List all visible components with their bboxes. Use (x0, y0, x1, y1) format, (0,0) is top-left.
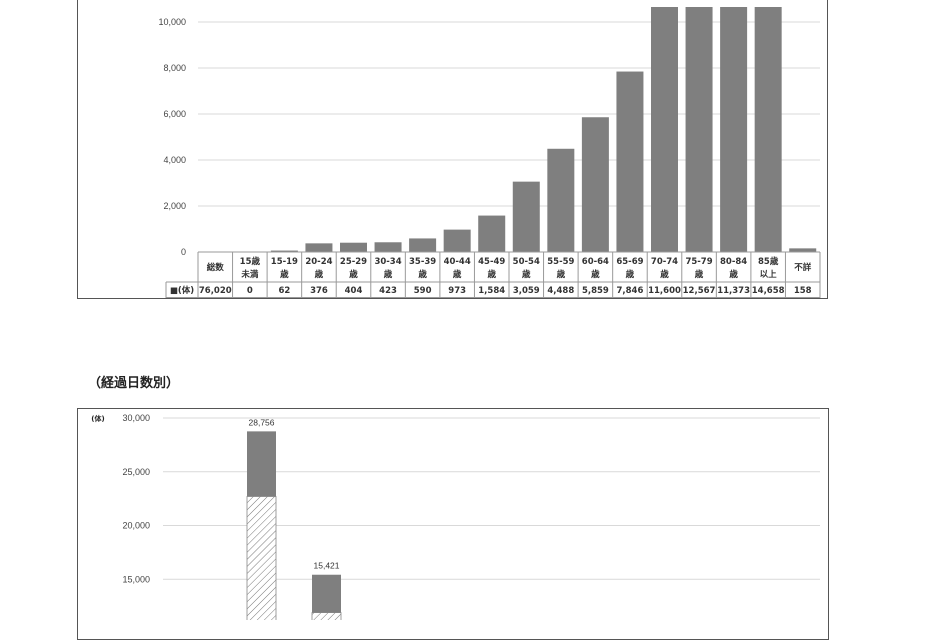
category-label: 70-74 (651, 257, 678, 267)
table-value: 1,584 (478, 286, 505, 296)
category-label: 歳 (383, 269, 393, 280)
age-bar-chart: 0 2,000 4,000 6,000 8,000 10,000 ■(体) 総数 76,020 1… (158, 7, 821, 298)
table-value: 158 (794, 286, 812, 296)
category-label: 以上 (760, 269, 778, 280)
y-tick-label: 15,000 (122, 574, 150, 584)
category-label: 歳 (659, 269, 669, 280)
table-value: 590 (414, 286, 432, 296)
y-tick-label: 30,000 (122, 413, 150, 423)
category-label: 歳 (348, 269, 358, 280)
table-value: 76,020 (199, 286, 232, 296)
category-label: 歳 (279, 269, 289, 280)
table-series-label: ■(体) (170, 285, 194, 296)
category-label: 歳 (625, 269, 635, 280)
bar (409, 238, 437, 252)
category-label: 65-69 (616, 257, 643, 267)
elapsed-days-bar-chart: (体) 15,000 20,000 25,000 30,000 28,756 15,421 (91, 413, 820, 620)
table-value: 14,658 (752, 286, 785, 296)
bar (754, 7, 782, 252)
category-label: 歳 (556, 269, 566, 280)
category-label: 歳 (521, 269, 531, 280)
table-value: 404 (345, 286, 363, 296)
y-tick-label: 25,000 (122, 467, 150, 477)
category-label: 未満 (240, 269, 259, 280)
category-label: 歳 (314, 269, 324, 280)
table-value: 376 (310, 286, 328, 296)
category-label: 45-49 (478, 257, 505, 267)
bar-segment-solid (312, 574, 341, 613)
table-value: 11,600 (648, 286, 681, 296)
bar (789, 248, 817, 252)
bar (616, 71, 644, 253)
bar-total-label: 15,421 (314, 561, 340, 571)
table-value: 0 (247, 286, 253, 296)
category-label: 80-84 (720, 257, 747, 267)
bar (651, 7, 678, 252)
section-title-elapsed-days: （経過日数別） (88, 376, 180, 391)
bar (478, 215, 506, 252)
bar (443, 229, 471, 252)
bar (685, 7, 713, 252)
y-tick-label: 4,000 (163, 155, 186, 165)
bar (270, 250, 298, 252)
category-label: 85歳 (758, 256, 779, 267)
category-label: 30-34 (374, 257, 401, 267)
table-value: 11,373 (717, 286, 750, 296)
category-label: 20-24 (305, 257, 332, 267)
category-label: 15-19 (271, 257, 298, 267)
category-label: 25-29 (340, 257, 367, 267)
table-value: 423 (379, 286, 397, 296)
category-label: 歳 (694, 269, 704, 280)
category-label: 歳 (728, 269, 738, 280)
bar (512, 181, 540, 252)
y-tick-label: 2,000 (163, 201, 186, 211)
category-label: 60-64 (582, 257, 609, 267)
category-label: 歳 (452, 269, 462, 280)
bar (374, 242, 402, 252)
category-label: 歳 (590, 269, 600, 280)
category-label: 40-44 (444, 257, 471, 267)
bar (720, 7, 748, 252)
y-tick-label: 0 (181, 247, 186, 257)
y-tick-label: 20,000 (122, 521, 150, 531)
table-value: 973 (448, 286, 466, 296)
bar-segment-hatched (246, 496, 277, 620)
bar (340, 242, 367, 252)
bar (581, 117, 609, 252)
category-label: 歳 (417, 269, 427, 280)
category-label: 55-59 (547, 257, 574, 267)
bar (547, 148, 575, 252)
table-value: 12,567 (683, 286, 716, 296)
bar-segment-solid (247, 431, 276, 497)
category-label: 総数 (207, 262, 225, 273)
category-label: 75-79 (685, 257, 712, 267)
category-label: 15歳 (240, 256, 261, 267)
category-label: 歳 (486, 269, 496, 280)
category-label: 50-54 (513, 257, 540, 267)
table-value: 7,846 (616, 286, 643, 296)
elapsed-days-chart-frame (77, 408, 829, 640)
category-label: 不詳 (794, 262, 812, 273)
y-tick-label: 10,000 (158, 17, 186, 27)
bar (305, 243, 333, 252)
table-value: 62 (278, 286, 290, 296)
y-tick-label: 8,000 (163, 63, 186, 73)
unit-label: (体) (91, 414, 104, 423)
bar-segment-hatched (311, 612, 342, 620)
y-tick-label: 6,000 (163, 109, 186, 119)
table-value: 3,059 (513, 286, 540, 296)
table-value: 5,859 (582, 286, 609, 296)
table-value: 4,488 (547, 286, 574, 296)
category-label: 35-39 (409, 257, 436, 267)
bar-total-label: 28,756 (249, 417, 275, 427)
